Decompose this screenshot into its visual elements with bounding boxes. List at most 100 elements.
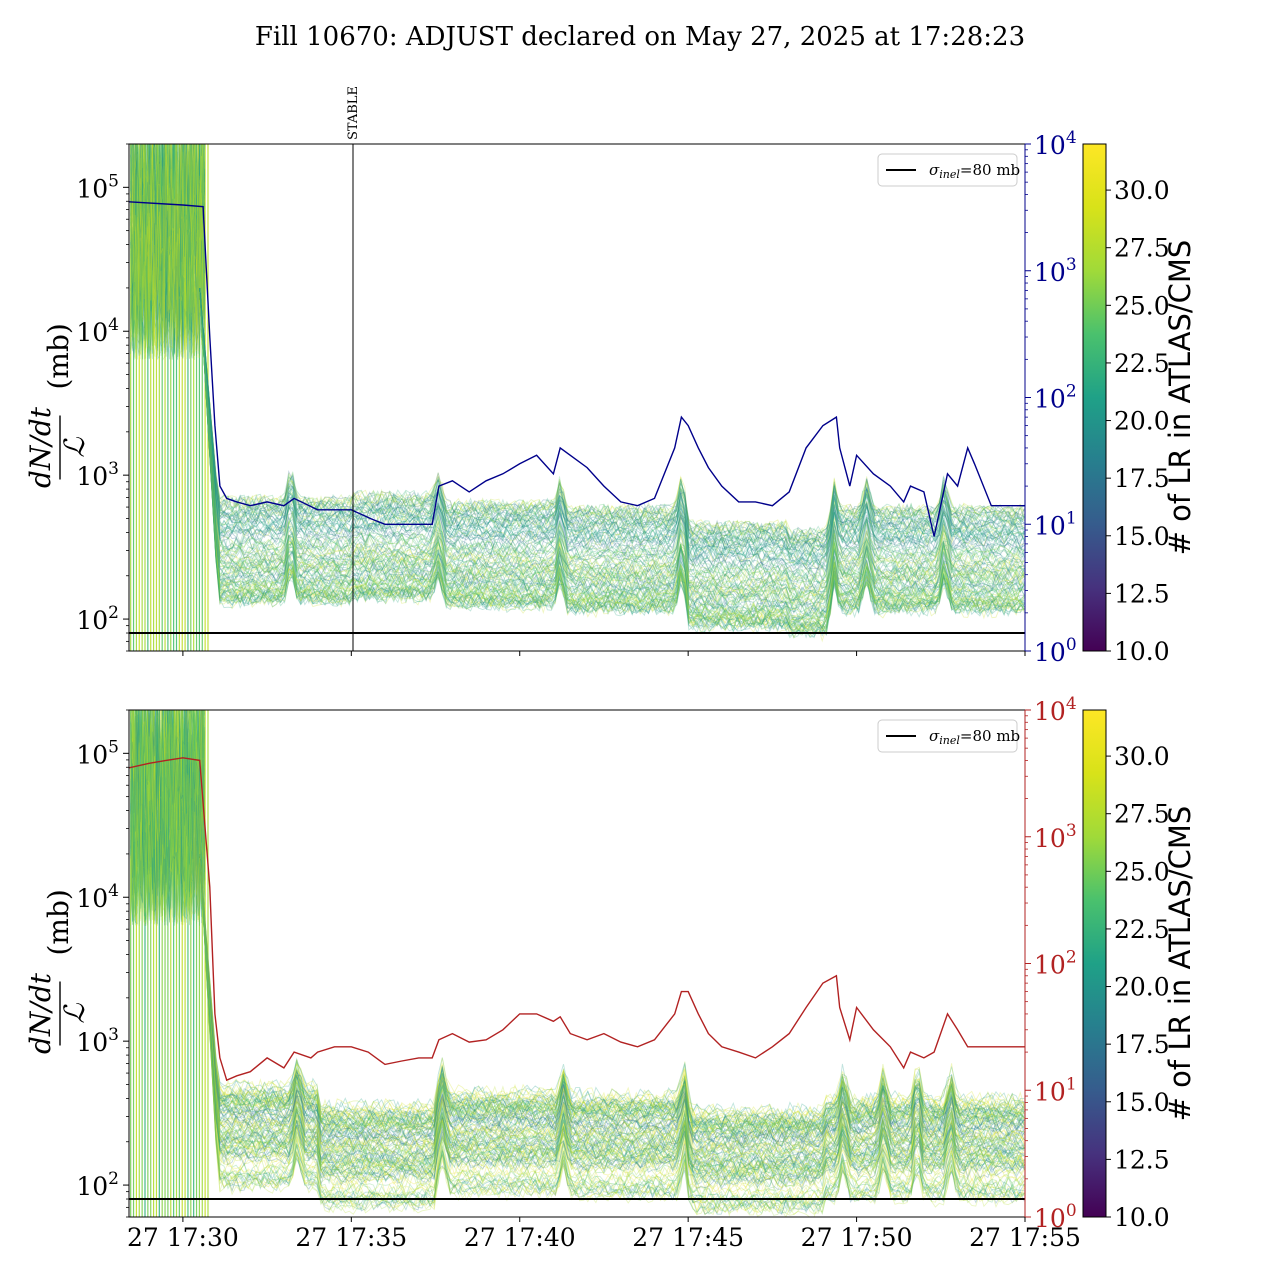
band-trace (130, 710, 206, 926)
band-trace (130, 144, 205, 360)
band-trace (130, 710, 206, 926)
band-trace (130, 710, 206, 924)
loss-trace (199, 288, 1025, 622)
loss-trace (199, 288, 1025, 622)
loss-trace (199, 854, 1025, 1132)
band-trace (130, 144, 204, 353)
loss-trace (199, 854, 1025, 1151)
loss-trace (199, 288, 1025, 602)
band-trace (130, 710, 206, 922)
loss-trace (199, 854, 1025, 1214)
y-tick-label: 103 (76, 459, 119, 491)
band-trace (130, 144, 206, 358)
loss-trace (199, 288, 1025, 567)
band-trace (130, 144, 206, 352)
loss-trace (199, 288, 1025, 630)
band-trace (130, 144, 206, 355)
loss-trace (199, 288, 1025, 542)
bottom-colorbar: 10.0 12.5 15.0 17.5 20.0 22.5 25.0 27.5 30.0 # of… (1082, 709, 1197, 1232)
loss-trace (199, 854, 1025, 1133)
loss-trace (199, 854, 1025, 1188)
pre-adjust-band (130, 710, 209, 1217)
colorbar-label: # of LR in ATLAS/CMS (1163, 806, 1197, 1122)
y2-tick-label: 104 (1034, 694, 1077, 726)
band-trace (130, 144, 206, 352)
stable-marker-label: STABLE (346, 86, 361, 140)
loss-trace (199, 288, 1025, 634)
loss-trace (199, 854, 1025, 1170)
loss-trace (199, 854, 1025, 1191)
legend-label: σinel=80 mb (929, 727, 1020, 747)
band-trace (130, 710, 206, 907)
x-tick-label: 27 17:40 (464, 1223, 576, 1252)
loss-trace (199, 288, 1025, 557)
band-trace (130, 144, 206, 357)
band-trace (130, 144, 206, 360)
band-trace (130, 710, 206, 916)
loss-trace (199, 854, 1025, 1170)
loss-trace (199, 288, 1025, 551)
loss-trace (199, 288, 1025, 612)
band-trace (130, 144, 206, 359)
loss-trace (199, 288, 1025, 623)
band-trace (130, 710, 206, 926)
colorbar-tick-label: 25.0 (1114, 291, 1170, 320)
legend-box (877, 153, 1018, 187)
colorbar-tick-label: 12.5 (1114, 579, 1170, 608)
band-trace (130, 710, 206, 919)
band-trace (130, 710, 206, 923)
colorbar-tick-label: 27.5 (1114, 800, 1170, 829)
band-trace (130, 710, 205, 926)
band-trace (130, 710, 206, 921)
colorbar-label: # of LR in ATLAS/CMS (1163, 240, 1197, 556)
x-tick-label: 27 17:55 (969, 1223, 1081, 1252)
band-trace (131, 144, 206, 357)
loss-trace (199, 288, 1025, 606)
loss-trace (199, 854, 1025, 1145)
band-trace (130, 710, 206, 926)
loss-traces (199, 288, 1025, 643)
loss-trace (199, 854, 1025, 1183)
loss-trace (199, 854, 1025, 1125)
loss-trace (199, 854, 1025, 1210)
loss-trace (199, 288, 1025, 586)
loss-trace (199, 854, 1025, 1127)
band-trace (132, 144, 206, 347)
loss-trace (199, 854, 1025, 1121)
loss-trace (199, 854, 1025, 1205)
loss-trace (199, 288, 1025, 553)
colorbar-tick-label: 12.5 (1114, 1145, 1170, 1174)
loss-trace (199, 288, 1025, 614)
loss-trace (199, 288, 1025, 596)
loss-trace (199, 854, 1025, 1158)
band-trace (130, 710, 206, 926)
band-trace (130, 144, 206, 360)
band-trace (130, 710, 206, 922)
band-trace (130, 710, 206, 908)
loss-trace (199, 288, 1025, 599)
band-trace (130, 144, 206, 359)
loss-trace (199, 288, 1025, 626)
band-trace (130, 144, 206, 351)
band-trace (130, 710, 206, 926)
loss-trace (199, 854, 1025, 1152)
loss-trace (199, 854, 1025, 1136)
loss-trace (199, 288, 1025, 557)
loss-trace (199, 854, 1025, 1143)
loss-trace (199, 854, 1025, 1190)
y-label-unit: (mb) (42, 323, 75, 389)
loss-trace (199, 288, 1025, 560)
loss-trace (199, 854, 1025, 1150)
loss-trace (199, 854, 1025, 1160)
band-trace (130, 710, 206, 917)
band-trace (130, 144, 206, 358)
band-trace (130, 144, 206, 347)
colorbar-gradient (1082, 709, 1107, 1218)
loss-trace (199, 288, 1025, 594)
loss-trace (199, 854, 1025, 1174)
band-trace (130, 144, 206, 357)
loss-trace (199, 288, 1025, 583)
loss-trace (199, 854, 1025, 1215)
loss-trace (199, 854, 1025, 1118)
loss-trace (199, 288, 1025, 569)
